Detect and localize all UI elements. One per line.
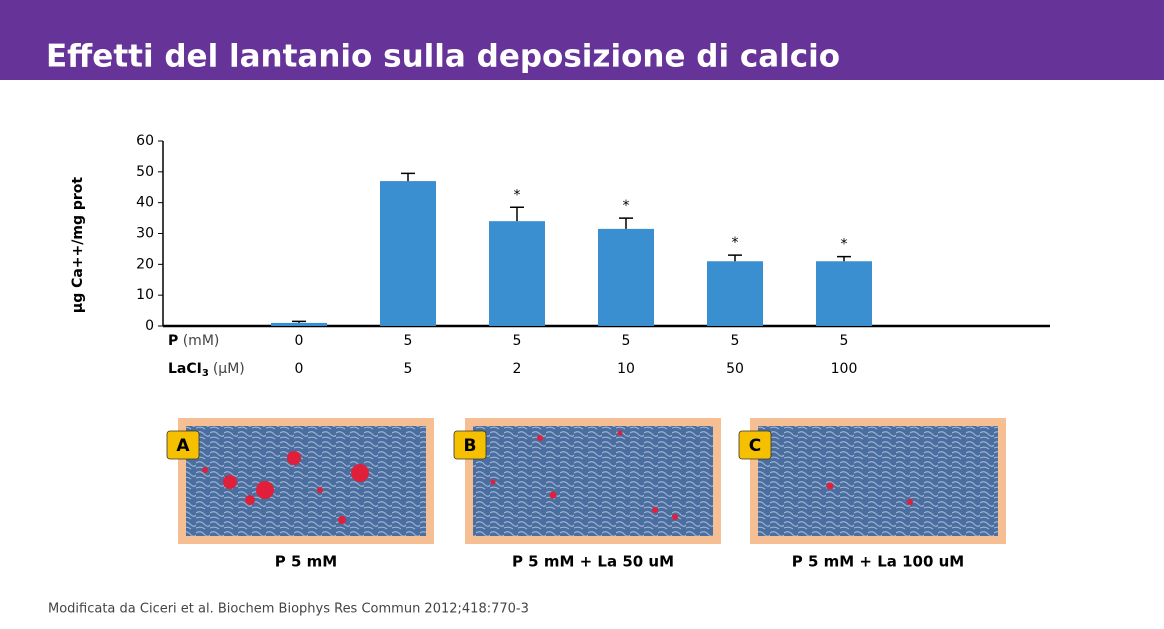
header-bar <box>0 0 1164 80</box>
x-tick-label: 5 <box>404 333 413 349</box>
panel <box>178 418 434 544</box>
error-bar <box>837 255 851 262</box>
x-tick-label: 50 <box>726 361 744 377</box>
panel-letter: C <box>749 436 761 456</box>
row-label: LaCI3 (µM) <box>168 361 245 379</box>
bar <box>271 322 327 326</box>
bar <box>380 181 436 326</box>
y-tick-label: 20 <box>136 256 154 272</box>
error-bar <box>619 217 633 229</box>
significance-mark: * <box>514 187 521 203</box>
panel-letter-box <box>166 430 200 460</box>
panel-letter: A <box>176 436 190 456</box>
x-tick-label: 5 <box>840 333 849 349</box>
significance-mark: * <box>732 235 739 251</box>
panel <box>750 418 1006 544</box>
row-name: LaCI <box>168 361 202 377</box>
x-tick-label: 5 <box>731 333 740 349</box>
x-tick-label: 5 <box>513 333 522 349</box>
significance-mark: * <box>841 237 848 253</box>
significance-mark: * <box>623 198 630 214</box>
panel <box>465 418 721 544</box>
bar <box>707 261 763 326</box>
x-tick-label: 10 <box>617 361 635 377</box>
y-tick-label: 40 <box>136 195 154 211</box>
row-subscript: 3 <box>202 368 209 379</box>
x-tick-label: 5 <box>622 333 631 349</box>
panel-caption: P 5 mM <box>275 553 337 571</box>
y-tick-label: 60 <box>136 133 154 149</box>
footnote: Modificata da Ciceri et al. Biochem Biop… <box>48 602 529 617</box>
y-tick-label: 30 <box>136 226 154 242</box>
row-name: P <box>168 333 178 349</box>
error-bar <box>401 172 415 182</box>
row-labels: P (mM) LaCI3 (µM) <box>168 333 245 379</box>
bar <box>489 221 545 326</box>
row-label: P (mM) <box>168 333 219 349</box>
panel-letter-box <box>738 430 772 460</box>
panel-caption: P 5 mM + La 50 uM <box>512 553 674 571</box>
slide-title: Effetti del lantanio sulla deposizione d… <box>46 39 840 75</box>
y-axis-label: µg Ca++/mg prot <box>70 177 86 314</box>
row-unit: (mM) <box>183 333 220 349</box>
panel-caption: P 5 mM + La 100 uM <box>792 553 965 571</box>
x-tick-label: 2 <box>513 361 522 377</box>
y-tick-label: 10 <box>136 287 154 303</box>
panel-letter-box <box>453 430 487 460</box>
panel-letter: B <box>464 436 477 456</box>
x-tick-label: 0 <box>295 361 304 377</box>
row-unit: (µM) <box>213 361 245 377</box>
y-tick-label: 50 <box>136 164 154 180</box>
x-tick-label: 100 <box>831 361 858 377</box>
y-tick-label: 0 <box>145 318 154 334</box>
bar <box>816 261 872 326</box>
x-tick-label: 0 <box>295 333 304 349</box>
error-bar <box>728 254 742 262</box>
x-tick-label: 5 <box>404 361 413 377</box>
error-bar <box>510 206 524 222</box>
bar <box>598 228 654 326</box>
error-bar <box>292 320 306 323</box>
